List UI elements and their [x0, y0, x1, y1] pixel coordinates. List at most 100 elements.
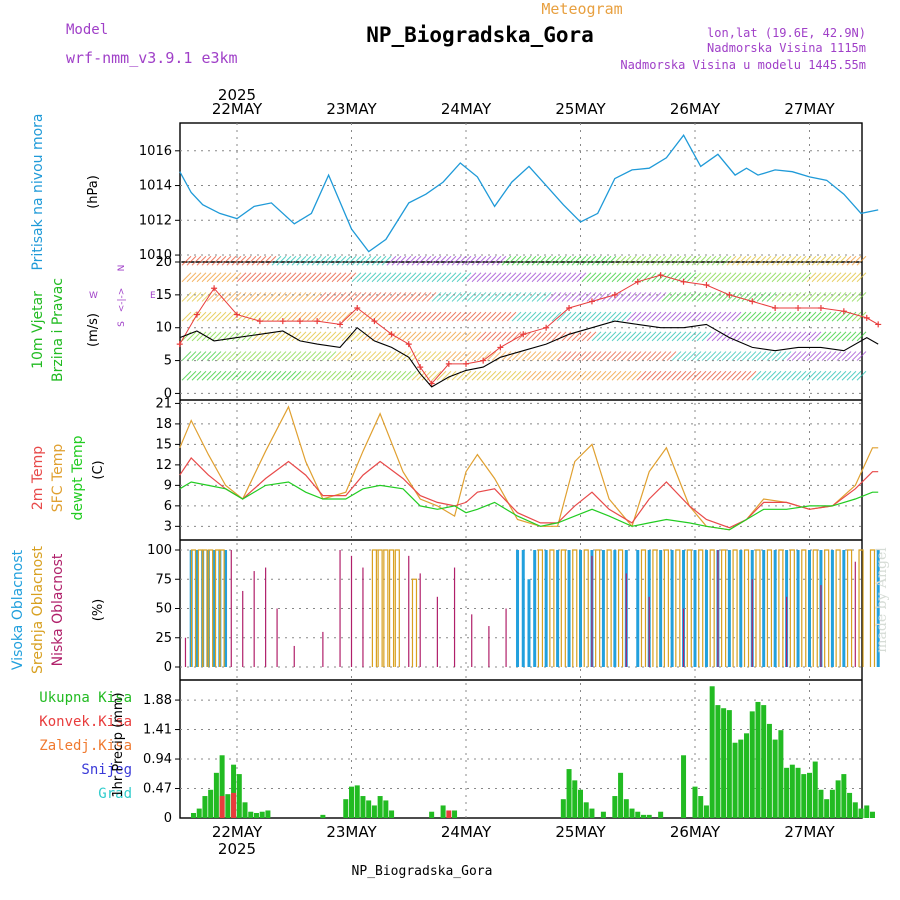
wind-arrow-888 — [811, 255, 822, 266]
wind-arrow-757 — [721, 351, 732, 361]
wind-arrow-739 — [706, 292, 717, 302]
wind-arrow-264 — [366, 272, 377, 283]
wind-arrow-98 — [251, 370, 262, 381]
wind-arrow-180 — [306, 272, 317, 283]
wind-arrow-753 — [716, 292, 727, 302]
wind-arrow-915 — [831, 272, 842, 283]
cloud-bar-2-3 — [253, 571, 255, 667]
precip-bar-0-21 — [377, 796, 383, 818]
wind-arrow-136 — [276, 311, 287, 322]
wind-arrow-662 — [651, 292, 662, 302]
wind-arrow-889 — [816, 370, 827, 381]
cloud-bar-2-16 — [488, 626, 490, 667]
wind-arrow-92 — [246, 351, 257, 361]
gust-marker-3 — [234, 311, 240, 318]
wind-arrow-175 — [306, 370, 317, 381]
wind-arrow-907 — [826, 292, 837, 302]
wind-arrow-353 — [431, 311, 442, 322]
wind-arrow-434 — [491, 370, 502, 381]
wind-arrow-741 — [706, 255, 717, 266]
precip-bar-0-66 — [824, 799, 830, 818]
wind-arrow-618 — [621, 331, 632, 342]
precip-bar-0-63 — [807, 772, 812, 818]
wind-arrow-560 — [581, 370, 592, 381]
wind-arrow-699 — [676, 255, 687, 266]
wind-arrow-812 — [761, 370, 772, 381]
wind-arrow-591 — [601, 311, 612, 322]
wind-arrow-494 — [531, 292, 542, 302]
wind-arrow-868 — [801, 370, 812, 381]
precip-bar-0-32 — [589, 808, 595, 818]
wind-arrow-216 — [331, 255, 342, 266]
cloud-bar-2-20 — [648, 596, 650, 667]
cloud-bar-1-13 — [549, 549, 555, 667]
wind-arrow-178 — [306, 311, 317, 322]
wind-arrow-607 — [611, 272, 622, 283]
wind-arrow-716 — [691, 331, 702, 342]
wind-arrow-375 — [446, 292, 457, 302]
wind-arrow-218 — [336, 351, 347, 361]
wind-arrow-60 — [221, 292, 232, 302]
wind-arrow-156 — [291, 331, 302, 342]
wind-arrow-376 — [446, 272, 457, 283]
wind-arrow-275 — [376, 331, 387, 342]
cloud-bar-0-38 — [876, 550, 880, 667]
wind-arrow-810 — [756, 272, 767, 283]
wind-arrow-407 — [471, 351, 482, 361]
wind-arrow-140 — [281, 370, 292, 381]
wind-arrow-70 — [231, 370, 242, 381]
wind-arrow-318 — [406, 311, 417, 322]
sfc-temp-series-line — [179, 405, 879, 531]
wind-arrow-446 — [496, 272, 507, 283]
precip-bar-0-2 — [202, 796, 208, 818]
precip-bar-0-10 — [248, 811, 254, 818]
wind-arrow-392 — [461, 370, 472, 381]
wind-arrow-871 — [801, 311, 812, 322]
wind-arrow-729 — [701, 351, 712, 361]
cloud-bar-2-15 — [471, 614, 473, 667]
wind-arrow-79 — [236, 331, 247, 342]
cloud-bar-1-32 — [778, 549, 784, 667]
cloud-bar-1-28 — [732, 549, 738, 667]
wind-arrow-428 — [486, 351, 497, 361]
wind-arrow-939 — [851, 351, 862, 361]
wind-arrow-28 — [201, 370, 212, 381]
wind-arrow-442 — [496, 351, 507, 361]
wind-arrow-707 — [686, 370, 697, 381]
precip-bar-0-44 — [698, 796, 704, 818]
gust-marker-29 — [749, 298, 756, 305]
wind-arrow-174 — [301, 255, 312, 266]
wind-arrow-733 — [701, 272, 712, 283]
cloud-bar-1-38 — [846, 549, 853, 667]
wind-arrow-471 — [516, 331, 527, 342]
wind-arrow-472 — [516, 311, 527, 322]
wind-arrow-124 — [266, 272, 277, 283]
wind-arrow-391 — [456, 255, 467, 266]
wind-arrow-383 — [451, 272, 462, 283]
wind-arrow-528 — [556, 311, 567, 322]
wind-arrow-461 — [506, 255, 517, 266]
wind-arrow-593 — [601, 272, 612, 283]
cloud-bar-1-29 — [743, 549, 750, 667]
bottom-day-label-0: 22MAY — [212, 823, 263, 841]
wind-arrow-676 — [661, 292, 672, 302]
wind-arrow-348 — [426, 272, 437, 283]
cloud-bar-2-23 — [751, 579, 753, 667]
wind-arrow-198 — [321, 331, 332, 342]
cloud-bar-0-22 — [670, 550, 674, 667]
wind-arrow-409 — [471, 311, 482, 322]
wind-arrow-791 — [746, 370, 757, 381]
precip-bar-0-34 — [612, 796, 618, 818]
wind-arrow-827 — [771, 351, 782, 361]
wind-arrow-722 — [696, 351, 707, 361]
wind-arrow-72 — [231, 331, 242, 342]
wind-arrow-84 — [241, 370, 252, 381]
gust-marker-15 — [445, 360, 452, 367]
wind-arrow-589 — [601, 351, 612, 361]
wind-arrow-183 — [311, 351, 322, 361]
temp-tick-label-5: 18 — [155, 417, 172, 432]
wind-arrow-575 — [591, 351, 602, 361]
wind-arrow-781 — [736, 292, 747, 302]
wind-arrow-945 — [856, 370, 867, 381]
gust-marker-5 — [279, 318, 286, 325]
